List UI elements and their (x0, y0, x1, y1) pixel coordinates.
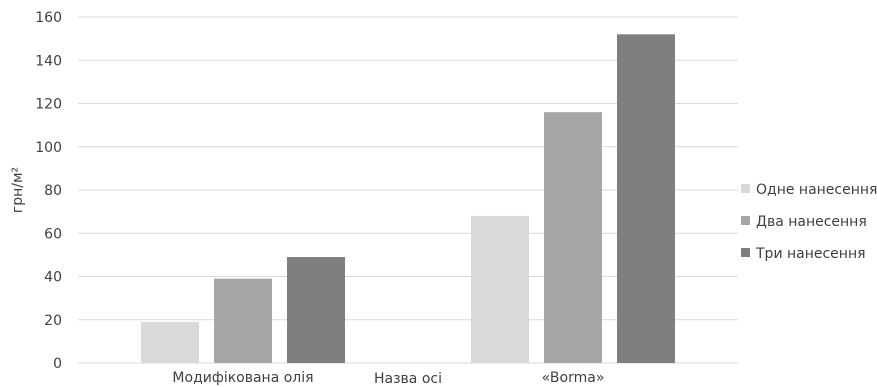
legend-label: Два нанесення (756, 214, 867, 230)
y-tick-label: 140 (35, 53, 62, 69)
bar (214, 279, 272, 363)
legend-swatch (741, 184, 750, 193)
bars (141, 34, 675, 363)
legend-label: Одне нанесення (756, 182, 877, 198)
y-tick-label: 100 (35, 140, 62, 156)
bar (617, 34, 675, 363)
y-tick-label: 160 (35, 10, 62, 26)
legend-swatch (741, 216, 750, 225)
bar (471, 216, 529, 363)
y-axis-ticks: 0 20 40 60 80 100 120 140 160 (35, 10, 62, 372)
bar (141, 322, 199, 363)
y-tick-label: 20 (44, 313, 62, 329)
y-tick-label: 60 (44, 226, 62, 242)
y-tick-label: 40 (44, 270, 62, 286)
y-tick-label: 0 (53, 356, 62, 372)
legend-swatch (741, 248, 750, 257)
legend: Одне нанесення Два нанесення Три нанесення (741, 182, 877, 262)
y-tick-label: 120 (35, 97, 62, 113)
y-tick-label: 80 (44, 183, 62, 199)
legend-label: Три нанесення (755, 246, 866, 262)
bar (287, 257, 345, 363)
x-axis-title: Назва осі (374, 371, 442, 387)
y-axis-title: грн/м² (10, 167, 26, 213)
category-label: Модифікована олія (172, 370, 313, 386)
bar (544, 112, 602, 363)
category-label: «Borma» (542, 370, 605, 386)
